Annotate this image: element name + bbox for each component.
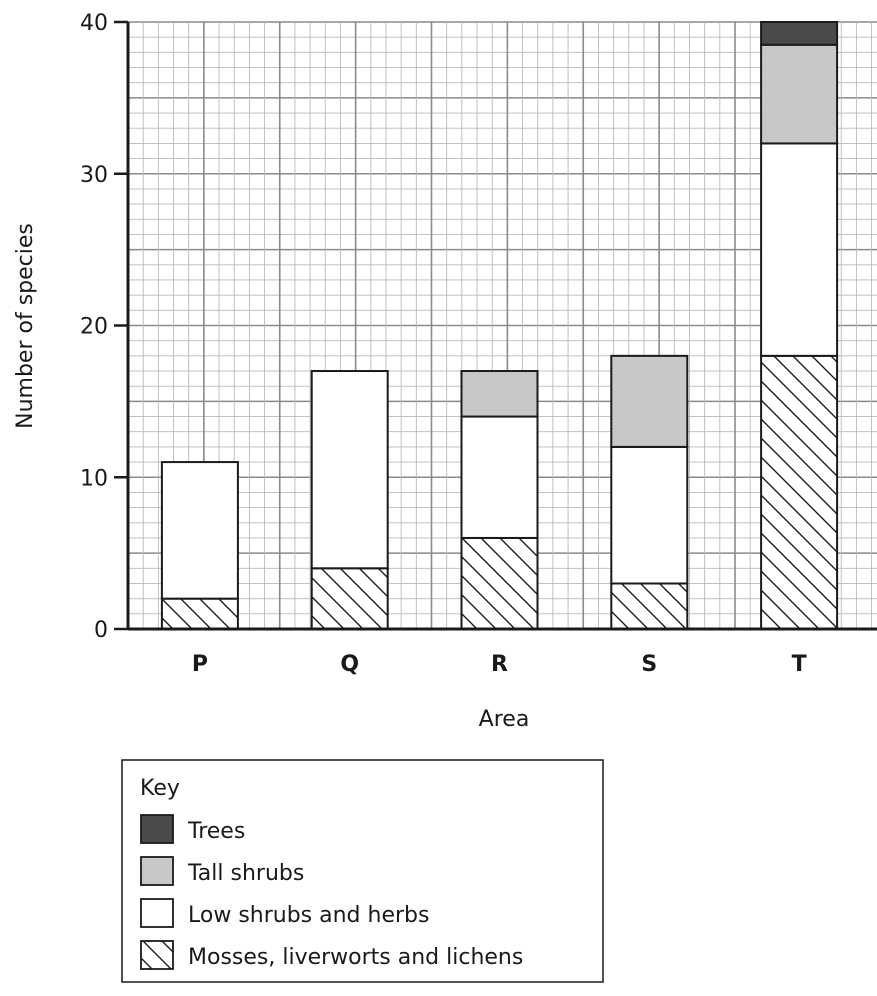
bar-segment [160,461,239,600]
key-swatch [140,940,174,970]
y-tick-label: 10 [80,466,108,491]
bar-segment [760,21,839,46]
key-swatch [140,856,174,886]
y-tick-label: 20 [80,315,108,340]
bar-segment [310,567,389,630]
bar-segment [160,597,239,631]
bar-segment [610,354,689,448]
key-item: Tall shrubs [140,856,304,886]
bars [160,21,839,631]
y-tick-label: 30 [80,163,108,188]
y-tick-label: 40 [80,11,108,36]
key-swatch [140,814,174,844]
key-label: Tall shrubs [187,861,304,886]
y-tick-label: 0 [94,618,108,643]
bar-segment [460,370,539,418]
key-item: Mosses, liverworts and lichens [140,940,523,970]
x-tick-label: S [641,652,657,677]
x-tick-label: R [491,652,508,677]
y-axis-title: Number of species [13,223,38,429]
bar-segment [760,354,839,630]
key-item: Low shrubs and herbs [140,898,429,928]
key-box: Key Trees Tall shrubs Low shrubs and herbs… [121,759,604,983]
key-label: Mosses, liverworts and lichens [188,945,523,970]
key-label: Low shrubs and herbs [188,903,429,928]
bar-segment [610,445,689,585]
key-item: Trees [140,814,245,844]
x-tick-label: T [792,652,807,677]
key-title: Key [140,776,180,801]
bar-segment [760,43,839,145]
bar-segment [460,536,539,631]
bar-segment [610,582,689,630]
axis-labels: P Q R S T 0 10 20 30 40 [80,11,807,677]
bar-segment [310,370,389,570]
axes [114,20,877,631]
key-label: Trees [187,819,245,844]
key-swatch [140,898,174,928]
x-tick-label: Q [340,652,359,677]
key-items: Trees Tall shrubs Low shrubs and herbs Moss… [140,814,523,970]
x-axis-title: Area [479,707,530,732]
bar-segment [760,142,839,357]
x-tick-label: P [192,652,208,677]
bar-segment [460,415,539,539]
